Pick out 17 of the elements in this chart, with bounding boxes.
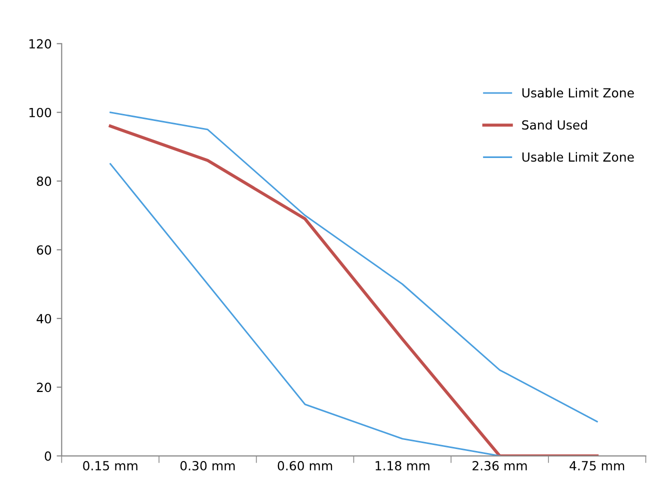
y-tick-label: 0 [44, 451, 52, 461]
x-tick-label: 4.75 mm [570, 461, 624, 470]
legend-label: Usable Limit Zone [522, 88, 634, 98]
y-tick-label: 100 [29, 108, 52, 118]
y-tick-label: 20 [36, 382, 52, 392]
x-tick-label: 1.18 mm [376, 460, 430, 470]
line-series [110, 163, 500, 456]
y-tick-label: 80 [36, 176, 52, 186]
legend-label: Usable Limit Zone [522, 152, 634, 162]
x-tick-label: 2.36 mm [472, 460, 527, 470]
x-tick-label: 0.60 mm [278, 460, 332, 470]
y-tick-label: 120 [29, 39, 52, 49]
x-tick-label: 0.30 mm [180, 460, 235, 470]
x-tick-label: 0.15 mm [83, 460, 138, 470]
legend-label: Sand Used [522, 120, 587, 130]
y-tick-label: 40 [36, 314, 52, 324]
y-tick-label: 60 [36, 245, 52, 255]
